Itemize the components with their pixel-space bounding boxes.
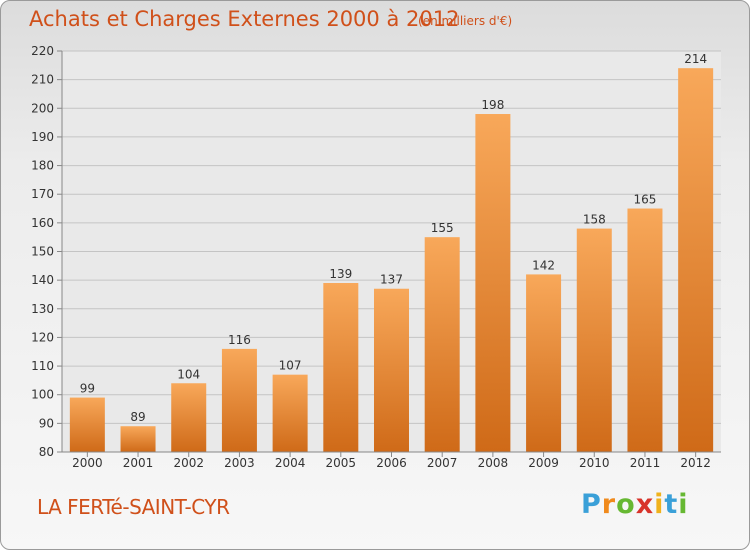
bar-2003 <box>221 348 257 452</box>
bar-2010 <box>576 228 612 452</box>
x-tick-label: 2010 <box>579 456 610 470</box>
proxiti-logo: Proxiti <box>581 489 689 520</box>
logo-letter: i <box>654 489 665 520</box>
y-tick-label: 140 <box>31 273 54 287</box>
data-label-2005: 139 <box>329 267 352 281</box>
logo-letter: i <box>678 489 689 520</box>
logo-letter: P <box>581 489 602 520</box>
x-tick-label: 2009 <box>528 456 559 470</box>
data-label-2007: 155 <box>431 221 454 235</box>
y-tick-label: 160 <box>31 216 54 230</box>
bar-2005 <box>323 283 359 452</box>
y-axis: 80 90 100 110 120 130 140 150 160 170 180 190 200 210… <box>31 44 63 459</box>
x-tick-label: 2003 <box>224 456 255 470</box>
bar-2004 <box>272 374 308 452</box>
data-label-2009: 142 <box>532 258 555 272</box>
y-tick-label: 90 <box>39 416 54 430</box>
bar-2001 <box>120 426 156 452</box>
x-tick-label: 2002 <box>173 456 204 470</box>
x-tick-label: 2006 <box>376 456 407 470</box>
bar-2012 <box>678 68 714 452</box>
x-tick-label: 2000 <box>72 456 103 470</box>
y-tick-label: 170 <box>31 187 54 201</box>
y-tick-label: 110 <box>31 359 54 373</box>
place-name: LA FERTé-SAINT-CYR <box>37 495 230 519</box>
x-tick-label: 2005 <box>326 456 357 470</box>
x-axis: 2000 2001 2002 2003 2004 2005 2006 2007 2008 2009… <box>62 451 721 470</box>
y-tick-label: 150 <box>31 245 54 259</box>
x-tick-label: 2011 <box>630 456 661 470</box>
data-label-2003: 116 <box>228 333 251 347</box>
y-tick-label: 210 <box>31 73 54 87</box>
bar-2007 <box>424 237 460 452</box>
data-label-2010: 158 <box>583 213 606 227</box>
y-tick-label: 180 <box>31 159 54 173</box>
logo-letter: x <box>635 489 655 520</box>
y-tick-label: 130 <box>31 302 54 316</box>
y-tick-label: 200 <box>31 101 54 115</box>
logo-letter: r <box>601 489 617 520</box>
chart-unit: (en milliers d'€) <box>418 14 513 28</box>
bar-2011 <box>627 208 663 452</box>
bars: 99 89 104 116 107 139 137 155 198 142 158 165 214 <box>69 52 714 452</box>
x-tick-label: 2001 <box>123 456 154 470</box>
y-tick-label: 100 <box>31 388 54 402</box>
logo-letter: o <box>616 489 636 520</box>
bar-2008 <box>475 114 511 452</box>
data-label-2012: 214 <box>684 52 707 66</box>
data-label-2004: 107 <box>279 359 302 373</box>
data-label-2011: 165 <box>634 193 657 207</box>
data-label-2000: 99 <box>80 382 95 396</box>
data-label-2001: 89 <box>130 410 145 424</box>
chart-title: Achats et Charges Externes 2000 à 2012 <box>29 7 460 31</box>
bar-2000 <box>69 397 105 452</box>
y-tick-label: 80 <box>39 445 54 459</box>
bar-2006 <box>374 288 409 452</box>
y-tick-label: 120 <box>31 330 54 344</box>
data-label-2002: 104 <box>177 367 200 381</box>
x-tick-label: 2008 <box>478 456 509 470</box>
bar-2009 <box>526 274 562 452</box>
bar-2002 <box>171 383 207 452</box>
data-label-2006: 137 <box>380 273 403 287</box>
y-tick-label: 190 <box>31 130 54 144</box>
data-label-2008: 198 <box>481 98 504 112</box>
logo-letter: t <box>664 489 679 520</box>
x-tick-label: 2012 <box>680 456 711 470</box>
x-tick-label: 2007 <box>427 456 458 470</box>
x-tick-label: 2004 <box>275 456 306 470</box>
y-tick-label: 220 <box>31 44 54 58</box>
